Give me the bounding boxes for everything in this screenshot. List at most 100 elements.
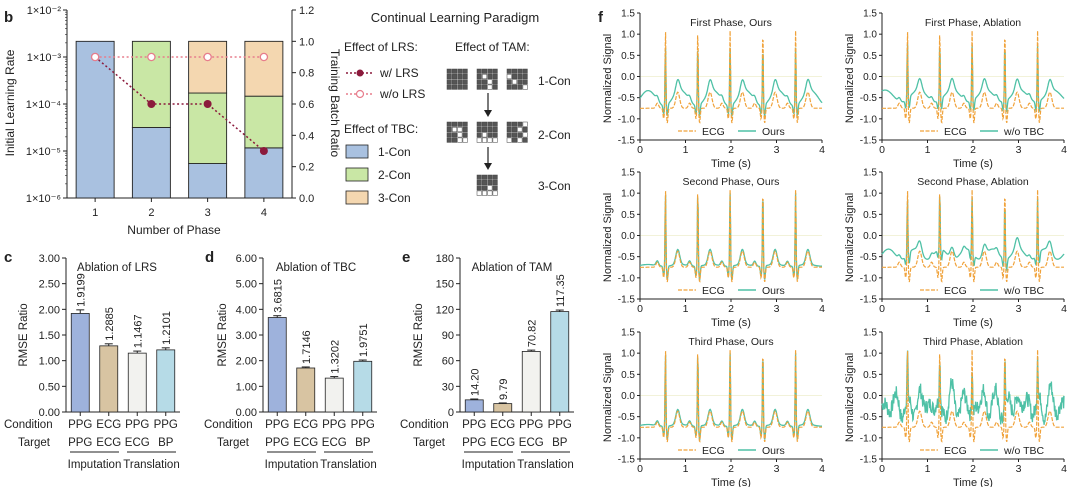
signal-y-tick-label: 1.0	[863, 189, 877, 200]
tam-grid-1con	[492, 68, 498, 74]
tam-grid-3con	[482, 185, 488, 191]
signal-y-tick-label: 1.5	[863, 168, 877, 179]
signal-subplot: -1.5 -1.0 -0.5 0.0 0.5 1.0 1.5 0 1 2 3 4 Time (s) Nor…	[844, 168, 1067, 330]
d-y-tick-label: 3.00	[236, 330, 257, 342]
c-y-tick-label: 1.50	[39, 330, 60, 342]
signal-y-tick-label: -0.5	[860, 93, 878, 104]
signal-y-tick-label: 1.0	[621, 189, 635, 200]
signal-ecg-line	[882, 349, 1064, 443]
signal-subplot: -1.5 -1.0 -0.5 0.0 0.5 1.0 1.5 0 1 2 3 4 Time (s) Nor…	[602, 168, 825, 330]
tam-grid-2con	[482, 132, 488, 138]
tam-grid-2con	[517, 137, 523, 143]
e-y-tick-label: 90	[442, 330, 454, 342]
signal-y-tick-label: 0.0	[863, 391, 877, 402]
signal-ylabel: Normalized Signal	[602, 193, 614, 282]
d-target-label: ECG	[322, 437, 347, 449]
d-y-tick-label: 6.00	[236, 253, 257, 265]
tam-grid-3con	[487, 174, 493, 180]
tam-grid-3con	[487, 190, 493, 196]
tam-grid-1con	[446, 79, 452, 85]
tam-grid-2con	[522, 121, 528, 127]
e-condition-label: PPG	[519, 419, 543, 431]
b-left-tick-label: 1×10⁻⁶	[26, 193, 61, 205]
tbc-legend-swatch-2	[345, 167, 369, 182]
tam-grid-2con	[522, 132, 528, 138]
tam-grid-2con	[482, 121, 488, 127]
b-x-tick-label: 1	[92, 207, 98, 219]
signal-y-tick-label: 0.5	[621, 51, 635, 62]
signal-y-tick-label: 0.0	[863, 231, 877, 242]
e-bar	[521, 351, 541, 413]
signal-subplot: -1.5 -1.0 -0.5 0.0 0.5 1.0 1.5 0 1 2 3 4 Time (s) Nor…	[602, 9, 825, 171]
tam-grid-2con	[457, 127, 463, 133]
lrs-on-legend-marker	[356, 69, 364, 77]
d-bar-value-label: 1.3202	[329, 340, 341, 374]
tam-grid-2con	[517, 132, 523, 138]
signal-x-tick-label: 1	[683, 463, 689, 475]
signal-ylabel: Normalized Signal	[844, 193, 856, 282]
e-y-tick-label: 180	[436, 253, 454, 265]
c-y-tick-label: 3.00	[39, 253, 60, 265]
tam-grid-3con	[476, 190, 482, 196]
c-row-condition: Condition	[4, 419, 53, 431]
d-y-tick-label: 5.00	[236, 279, 257, 291]
tam-grid-1con	[522, 68, 528, 74]
b-stack-bar-2-Con	[244, 95, 284, 149]
c-target-label: ECG	[125, 437, 150, 449]
panel-e-chart: Ablation of TAM RMSE Ratio Condition Tar…	[400, 253, 574, 471]
signal-y-tick-label: 1.5	[621, 9, 635, 20]
tam-grid-2con	[492, 127, 498, 133]
lrs-off-legend-marker	[355, 89, 365, 99]
e-y-tick-label: 0	[448, 407, 454, 419]
tam-grid-2con	[476, 137, 482, 143]
tam-grid-1con	[452, 84, 458, 90]
b-point-w-lrs	[259, 147, 268, 155]
signal-xlabel: Time (s)	[953, 158, 993, 170]
signal-x-tick-label: 2	[728, 303, 734, 315]
signal-subplot-title: Third Phase, Ours	[688, 336, 773, 348]
b-stack-bar-3-Con	[244, 40, 284, 97]
d-bar	[267, 317, 287, 413]
panel-letter-e: e	[402, 249, 410, 266]
b-left-tick-label: 1×10⁻³	[27, 52, 62, 64]
c-bar	[70, 313, 90, 413]
d-target-label: BP	[355, 437, 371, 449]
d-bar-value-label: 1.9751	[358, 323, 370, 357]
tam-grid-1con	[446, 84, 452, 90]
b-right-tick-label: 0.8	[299, 68, 314, 80]
tam-grid-1con	[517, 84, 523, 90]
signal-y-tick-label: 0.5	[621, 210, 635, 221]
tam-grid-1con	[452, 74, 458, 80]
tam-grid-2con	[492, 132, 498, 138]
signal-subplot-title: First Phase, Ablation	[925, 17, 1021, 29]
tam-arrowhead-2	[484, 163, 492, 170]
signal-y-tick-label: 0.5	[621, 370, 635, 381]
d-y-tick-label: 2.00	[236, 356, 257, 368]
signal-x-tick-label: 1	[925, 303, 931, 315]
d-bar	[296, 367, 316, 413]
tam-grid-1con	[462, 68, 468, 74]
signal-x-tick-label: 0	[879, 303, 885, 315]
tam-grid-3con	[476, 180, 482, 186]
c-y-tick-label: 1.00	[39, 356, 60, 368]
tam-grid-2con	[487, 132, 493, 138]
b-line-w/ LRS	[94, 56, 265, 152]
signal-legend-ecg-label: ECG	[944, 126, 967, 138]
c-row-target: Target	[18, 437, 51, 449]
tam-grid-3con	[492, 190, 498, 196]
c-bar	[99, 345, 119, 413]
lrs-heading: Effect of LRS:	[344, 40, 418, 54]
e-title: Ablation of TAM	[472, 262, 553, 274]
tam-grid-1con	[482, 84, 488, 90]
tam-grid-1con	[457, 84, 463, 90]
signal-y-tick-label: 1.0	[621, 349, 635, 360]
signal-x-tick-label: 4	[1061, 463, 1067, 475]
b-stack-bar-1-Con	[244, 147, 284, 199]
tam-grid-1con	[522, 79, 528, 85]
b-x-tick-label: 3	[205, 207, 211, 219]
signal-legend-ecg-label: ECG	[944, 285, 967, 297]
signal-y-tick-label: -1.5	[860, 455, 878, 466]
tam-grid-2con	[506, 137, 512, 143]
tam-grid-2con	[512, 127, 518, 133]
c-condition-label: PPG	[68, 419, 92, 431]
